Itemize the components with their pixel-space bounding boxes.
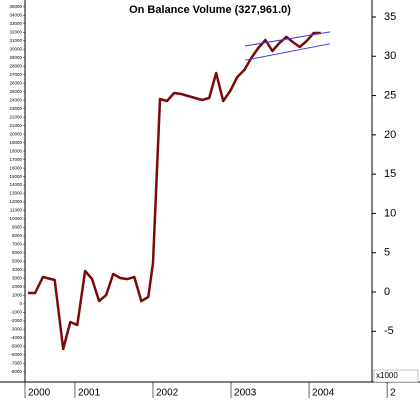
y-tick-label: 34000 [9,12,22,17]
y-tick-label: 15000 [9,174,22,179]
y-tick-label: 20000 [9,131,22,136]
y-tick-label: 31000 [9,38,22,43]
y2-tick-label: 25 [384,89,396,101]
y-tick-label: 6000 [12,250,23,255]
chart-title: On Balance Volume (327,961.0) [129,4,291,16]
y-tick-label: 26000 [9,80,22,85]
y2-tick-label: 20 [384,129,396,141]
series-line [28,31,321,351]
trendline [244,43,331,61]
unit-box [373,369,419,383]
y-tick-label: 22000 [9,114,22,119]
y-tick-label: 17000 [9,157,22,162]
y-tick-label: 30000 [9,46,22,51]
y-tick-label: 10000 [9,216,22,221]
x-tick-label: 2000 [28,388,51,399]
y-tick-label: 35000 [9,4,22,9]
y-tick-label: 5000 [12,259,23,264]
y-tick-label: 8000 [12,233,23,238]
y-tick-label: -1000 [10,310,22,315]
y-tick-label: 25000 [9,89,22,94]
y-tick-label: 32000 [9,29,22,34]
y2-tick-label: 0 [384,286,390,298]
y-tick-label: -5000 [10,344,22,349]
y-tick-label: -3000 [10,327,22,332]
y2-tick-label: 10 [384,207,396,219]
y-tick-label: 3000 [12,276,23,281]
y-tick-label: 29000 [9,55,22,60]
y2-tick-label: 35 [384,11,396,23]
y-tick-label: -6000 [10,352,22,357]
y2-tick-label: 30 [384,50,396,62]
x-tick-label: 2 [390,388,396,399]
y-tick-label: -7000 [10,361,22,366]
y-tick-label: 19000 [9,140,22,145]
y-tick-label: 4000 [12,267,23,272]
x-tick-label: 2004 [312,388,335,399]
y-tick-label: 21000 [9,123,22,128]
y-tick-label: 16000 [9,165,22,170]
y-tick-label: 9000 [12,225,23,230]
y2-tick-label: -5 [384,325,394,337]
y-tick-label: -8000 [10,369,22,374]
y-tick-label: 23000 [9,106,22,111]
y-tick-label: 2000 [12,284,23,289]
trendline [244,31,331,47]
y-tick-label: 11000 [10,208,23,213]
x-tick-label: 2002 [156,388,179,399]
x-tick-label: 2003 [234,388,257,399]
y-tick-label: 14000 [9,182,22,187]
y-tick-label: 1000 [12,293,23,298]
y2-tick-label: 5 [384,247,390,259]
y-tick-label: 28000 [9,63,22,68]
y-tick-label: -2000 [10,318,22,323]
y-tick-label: 0 [19,301,22,306]
x-tick-label: 2001 [78,388,101,399]
y-tick-label: 33000 [9,21,22,26]
y-tick-label: -4000 [10,335,22,340]
y-tick-label: 24000 [9,97,22,102]
unit-label: x1000 [376,371,398,380]
y-tick-label: 27000 [9,72,22,77]
y-tick-label: 12000 [9,199,22,204]
y-tick-label: 13000 [9,191,22,196]
y-tick-label: 7000 [12,242,23,247]
y-tick-label: 18000 [9,148,22,153]
y2-tick-label: 15 [384,168,396,180]
